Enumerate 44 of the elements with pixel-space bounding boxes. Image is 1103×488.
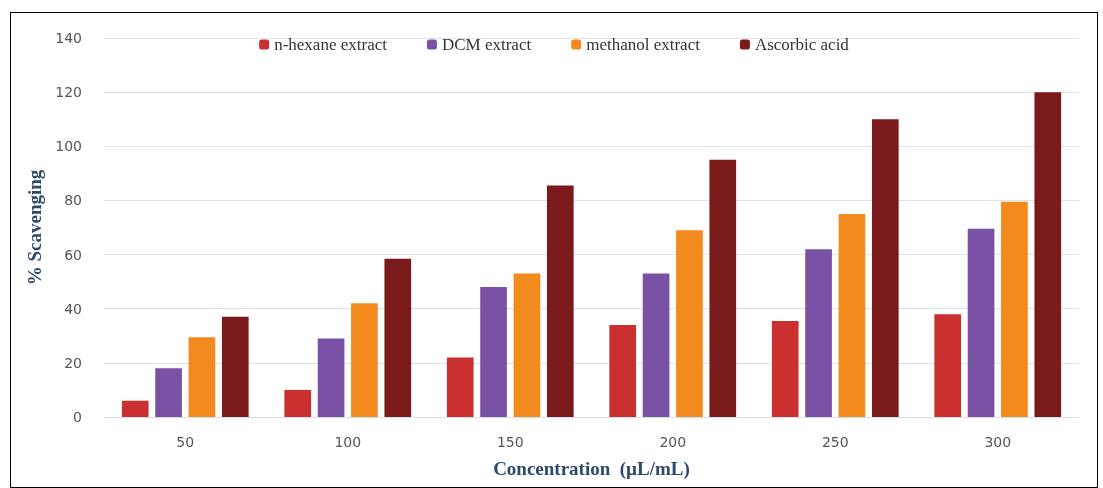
x-tick-label: 300	[984, 434, 1012, 450]
y-tick-label: 100	[55, 138, 82, 155]
bar	[934, 314, 962, 417]
bar	[480, 287, 507, 417]
x-tick-label: 150	[496, 434, 524, 450]
legend-label: Ascorbic acid	[754, 35, 850, 54]
legend-label: DCM extract	[441, 35, 532, 54]
bar	[609, 324, 637, 417]
x-axis-title: Concentration (µL/mL)	[493, 458, 690, 480]
y-axis-title: % Scavenging	[24, 169, 46, 286]
bar	[771, 320, 799, 417]
y-tick-label: 60	[64, 246, 82, 263]
y-tick-label: 80	[64, 192, 82, 209]
bar	[284, 389, 312, 417]
bar	[676, 230, 703, 417]
bar	[351, 303, 378, 417]
bar	[1034, 92, 1062, 417]
y-tick-label: 140	[55, 30, 82, 46]
x-tick-label: 100	[334, 434, 362, 450]
bar	[546, 185, 574, 417]
bar	[1001, 201, 1028, 417]
bar	[513, 273, 541, 417]
bar	[805, 249, 832, 417]
bar	[446, 357, 474, 417]
legend-label: n-hexane extract	[274, 35, 388, 54]
y-tick-label: 40	[64, 300, 82, 317]
bar	[221, 316, 249, 417]
x-tick-label: 200	[659, 434, 687, 450]
bar	[188, 337, 216, 417]
bar	[317, 338, 345, 417]
bar	[155, 368, 182, 417]
y-tick-label: 120	[55, 84, 82, 101]
bar	[642, 273, 670, 417]
bar	[871, 119, 899, 417]
bar	[709, 159, 737, 417]
x-tick-label: 250	[821, 434, 849, 450]
bar	[967, 228, 995, 417]
y-tick-label: 0	[73, 409, 82, 425]
y-tick-label: 20	[64, 354, 82, 371]
bar	[121, 400, 149, 417]
legend-label: methanol extract	[586, 35, 701, 54]
bar	[384, 258, 412, 417]
bar	[838, 213, 866, 417]
x-tick-label: 50	[176, 434, 195, 450]
